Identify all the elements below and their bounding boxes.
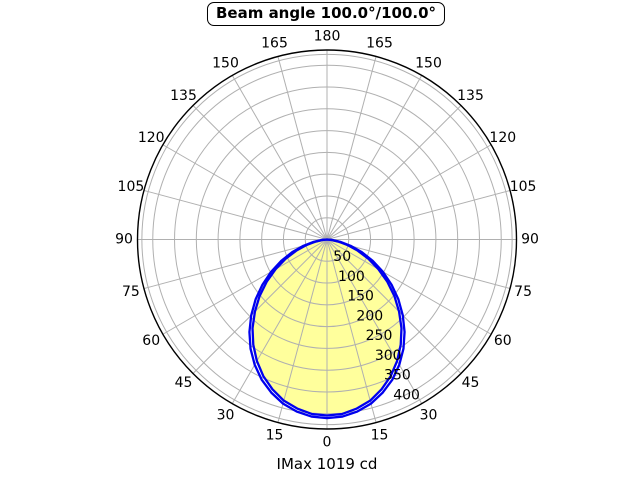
polar-grid-spoke-195 bbox=[277, 56, 328, 240]
polar-grid-spoke-105 bbox=[326, 189, 511, 240]
radial-tick-label-100: 100 bbox=[338, 269, 365, 285]
radial-tick-label-150: 150 bbox=[347, 289, 374, 305]
angle-tick-label-0-right: 0 bbox=[323, 435, 332, 451]
polar-grid-spoke-255 bbox=[143, 189, 328, 240]
intensity-curve-inner bbox=[251, 238, 403, 417]
polar-grid-spoke-60 bbox=[326, 239, 492, 335]
outer-boundary-circle bbox=[136, 49, 518, 430]
angle-tick-label-120-right: 120 bbox=[489, 130, 516, 146]
angle-tick-label-45-right: 45 bbox=[462, 375, 480, 391]
angle-tick-label-135-left: 135 bbox=[170, 88, 197, 104]
radial-tick-label-400: 400 bbox=[393, 387, 420, 403]
angle-tick-label-105-right: 105 bbox=[510, 179, 537, 195]
angle-tick-label-120-left: 120 bbox=[138, 130, 165, 146]
radial-tick-label-300: 300 bbox=[375, 348, 402, 364]
chart-title: Beam angle 100.0°/100.0° bbox=[206, 2, 446, 26]
polar-grid-spoke-45 bbox=[326, 239, 462, 374]
angle-tick-label-30-left: 30 bbox=[217, 407, 235, 423]
radial-tick-label-250: 250 bbox=[366, 328, 393, 344]
angle-tick-label-15-left: 15 bbox=[266, 428, 284, 444]
radial-tick-label-350: 350 bbox=[384, 368, 411, 384]
angle-tick-label-30-right: 30 bbox=[420, 407, 438, 423]
polar-grid-spoke-30 bbox=[326, 239, 423, 404]
radial-tick-label-200: 200 bbox=[356, 309, 383, 325]
polar-grid-spoke-300 bbox=[162, 239, 328, 335]
angle-tick-label-90-right: 90 bbox=[521, 232, 539, 248]
angle-tick-label-180-right: 180 bbox=[314, 29, 341, 45]
polar-grid-spoke-330 bbox=[231, 239, 328, 404]
angle-tick-label-45-left: 45 bbox=[175, 375, 193, 391]
angle-tick-label-75-left: 75 bbox=[122, 284, 140, 300]
angle-tick-label-60-right: 60 bbox=[494, 333, 512, 349]
angle-tick-label-75-right: 75 bbox=[514, 284, 532, 300]
polar-grid-spoke-120 bbox=[326, 144, 492, 240]
angle-tick-label-150-left: 150 bbox=[212, 56, 239, 72]
polar-grid-spoke-225 bbox=[192, 105, 328, 240]
polar-grid-spoke-135 bbox=[326, 105, 462, 240]
angle-tick-label-60-left: 60 bbox=[142, 333, 160, 349]
polar-grid-spoke-285 bbox=[143, 239, 328, 290]
polar-grid-spoke-165 bbox=[326, 56, 377, 240]
polar-grid-spoke-150 bbox=[326, 75, 423, 240]
angle-tick-label-90-left: 90 bbox=[115, 232, 133, 248]
intensity-curve-outer bbox=[248, 238, 406, 420]
angle-tick-label-165-left: 165 bbox=[261, 35, 288, 51]
radial-tick-label-50: 50 bbox=[333, 249, 351, 265]
polar-grid-spoke-315 bbox=[192, 239, 328, 374]
polar-grid-spoke-75 bbox=[326, 239, 511, 290]
angle-tick-label-135-right: 135 bbox=[457, 88, 484, 104]
polar-grid-spoke-210 bbox=[231, 75, 328, 240]
angle-tick-label-150-right: 150 bbox=[415, 56, 442, 72]
polar-grid-spoke-240 bbox=[162, 144, 328, 240]
polar-grid-spoke-345 bbox=[277, 239, 328, 423]
angle-tick-label-105-left: 105 bbox=[118, 179, 145, 195]
angle-tick-label-165-right: 165 bbox=[366, 35, 393, 51]
polar-grid-spoke-15 bbox=[326, 239, 377, 423]
imax-label: IMax 1019 cd bbox=[276, 455, 378, 473]
angle-tick-label-15-right: 15 bbox=[371, 428, 389, 444]
